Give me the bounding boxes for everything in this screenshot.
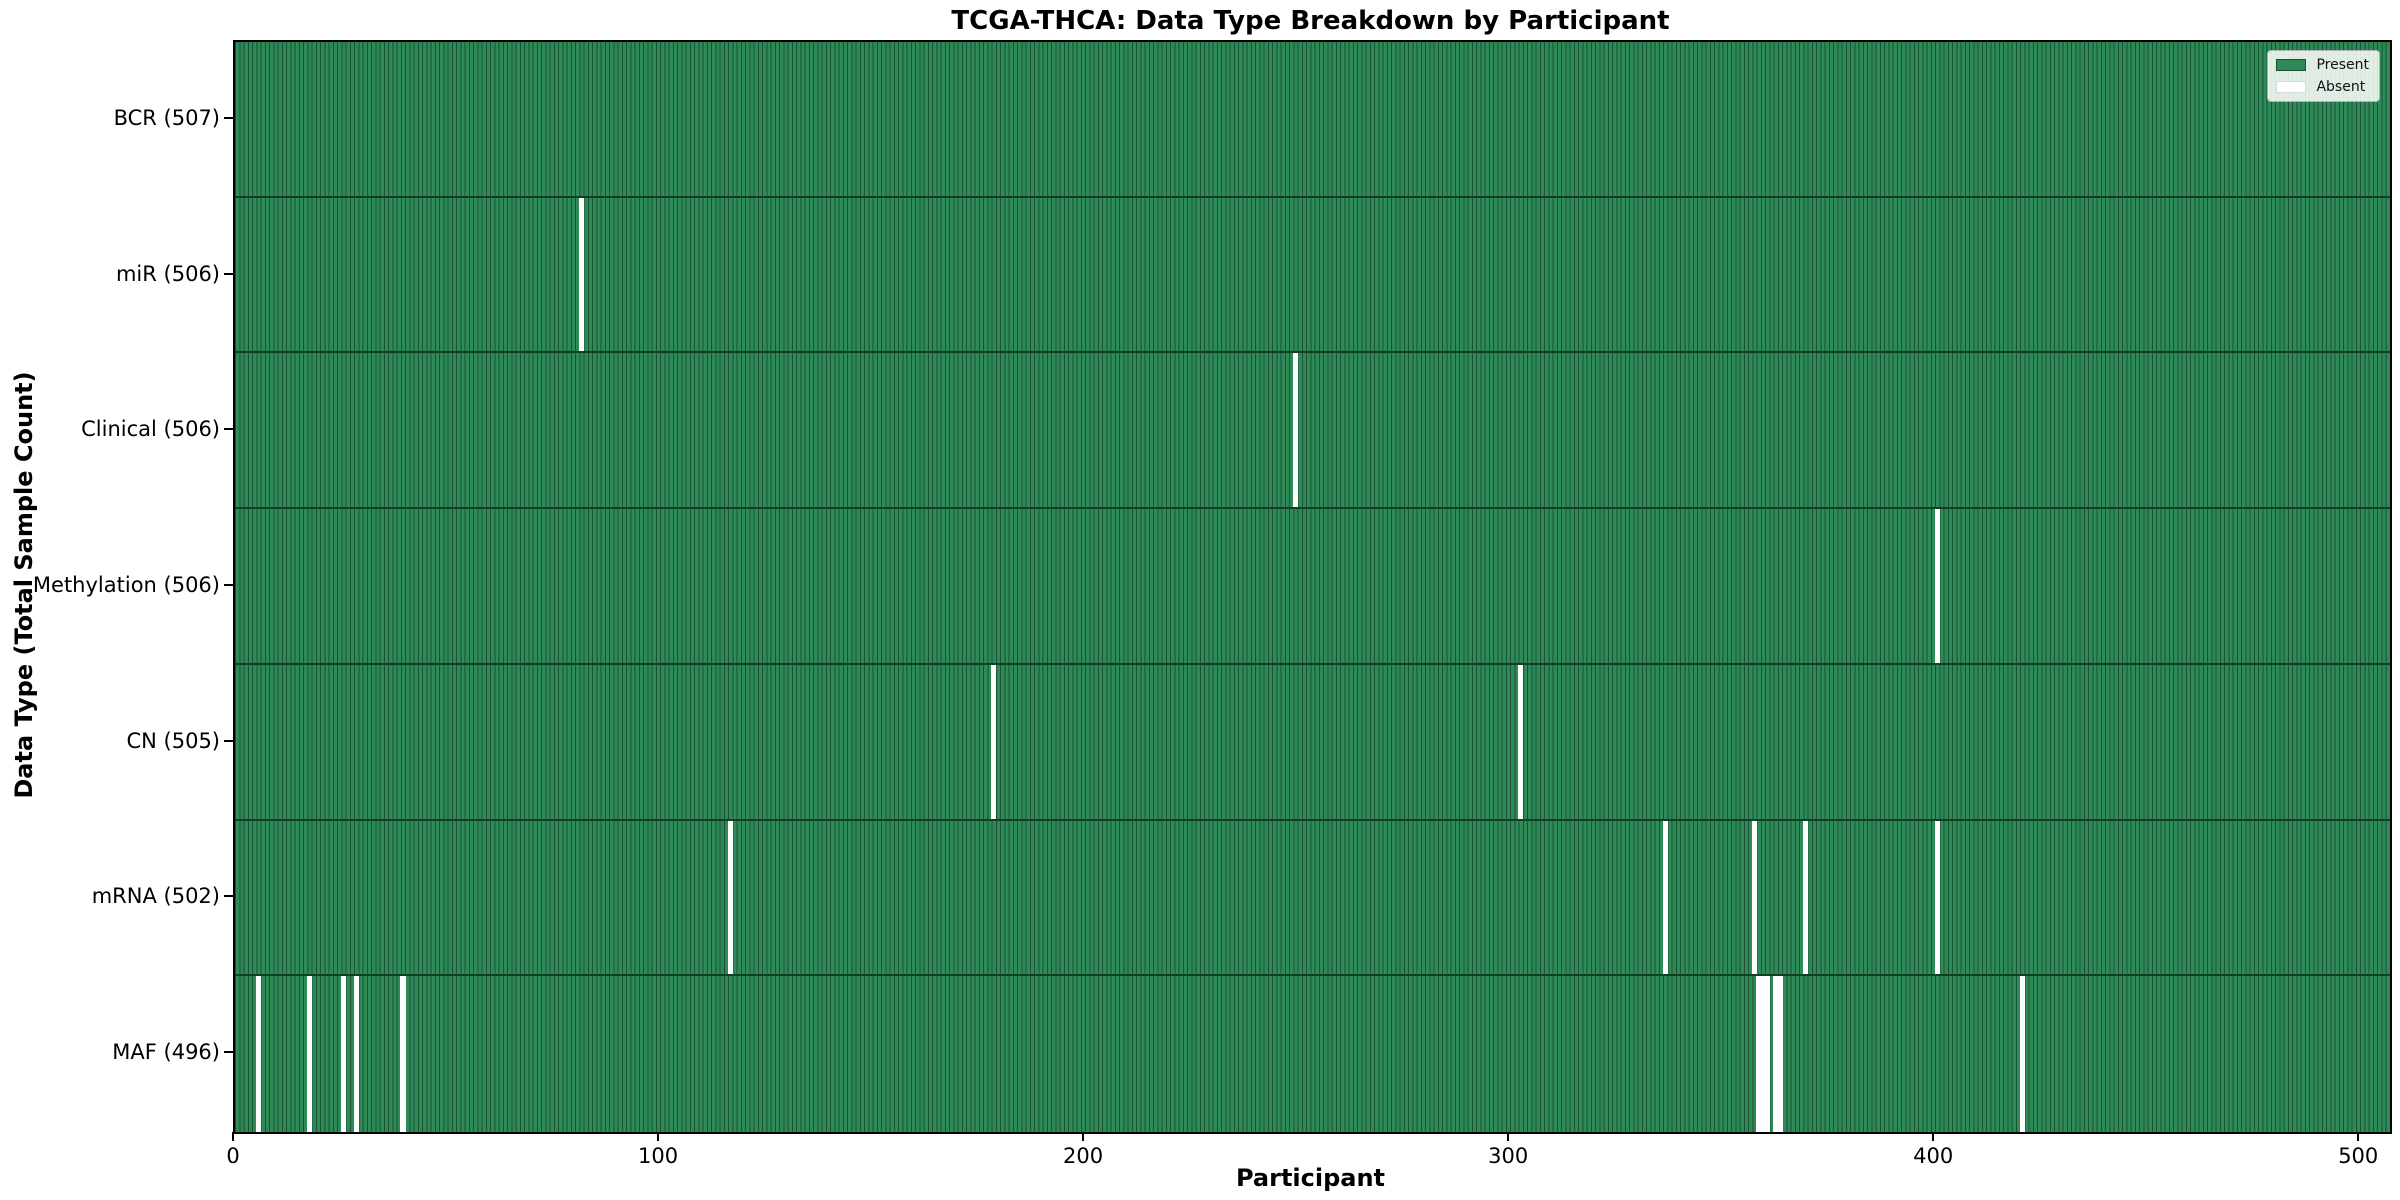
y-tick-mark xyxy=(224,116,233,119)
chart-title: TCGA-THCA: Data Type Breakdown by Partic… xyxy=(951,6,1670,36)
absent-marker xyxy=(991,664,997,819)
absent-marker xyxy=(578,197,585,352)
absent-marker xyxy=(1764,976,1770,1132)
x-tick-label: 100 xyxy=(638,1144,679,1168)
y-tick-label: BCR (507) xyxy=(113,105,220,130)
x-tick-mark xyxy=(657,1132,660,1141)
x-tick-mark xyxy=(2357,1132,2360,1141)
absent-marker xyxy=(400,976,406,1132)
absent-marker xyxy=(1760,976,1766,1132)
legend-present-swatch-icon xyxy=(2276,59,2307,71)
y-tick-mark xyxy=(224,584,233,586)
x-axis-label: Participant xyxy=(1235,1164,1386,1192)
x-tick-mark xyxy=(232,1132,234,1141)
heatmap-row-methylation xyxy=(235,509,2390,665)
y-tick-mark xyxy=(224,895,233,898)
absent-marker xyxy=(1292,353,1299,508)
y-tick-label: miR (506) xyxy=(115,261,220,286)
plot-area: Present Absent xyxy=(233,40,2392,1134)
y-tick-label: Methylation (506) xyxy=(32,573,220,597)
legend-present-label: Present xyxy=(2316,57,2369,73)
legend: Present Absent xyxy=(2267,50,2380,102)
absent-marker xyxy=(306,976,312,1132)
y-tick-label: MAF (496) xyxy=(112,1040,220,1065)
heatmap-row-mir xyxy=(235,197,2390,354)
x-tick-label: 300 xyxy=(1488,1144,1529,1168)
x-tick-label: 0 xyxy=(226,1144,240,1168)
y-tick-label: Clinical (506) xyxy=(81,417,220,442)
y-tick-mark xyxy=(224,428,233,431)
x-tick-label: 500 xyxy=(2338,1144,2379,1168)
x-tick-mark xyxy=(1932,1132,1935,1141)
absent-marker xyxy=(255,976,261,1132)
y-tick-label: CN (505) xyxy=(126,728,220,753)
legend-absent-label: Absent xyxy=(2316,79,2366,95)
heatmap-row-cn xyxy=(235,664,2390,821)
heatmap-row-bcr xyxy=(235,42,2390,198)
absent-marker xyxy=(1662,820,1668,975)
absent-marker xyxy=(1777,976,1783,1132)
absent-marker xyxy=(2019,976,2025,1132)
heatmap-row-mrna xyxy=(235,820,2390,977)
absent-marker xyxy=(1751,820,1758,975)
heatmap-row-maf xyxy=(235,976,2390,1132)
absent-marker xyxy=(1518,664,1524,819)
x-tick-mark xyxy=(1507,1132,1510,1141)
absent-marker xyxy=(340,976,346,1132)
y-tick-mark xyxy=(224,272,233,275)
absent-marker xyxy=(1773,976,1779,1132)
absent-marker xyxy=(1756,976,1762,1132)
legend-absent-swatch-icon xyxy=(2276,81,2307,93)
x-tick-label: 200 xyxy=(1063,1144,1104,1168)
absent-marker xyxy=(1802,820,1809,975)
absent-marker xyxy=(1934,509,1940,663)
legend-entry-present: Present xyxy=(2276,58,2369,72)
x-tick-mark xyxy=(1082,1132,1085,1141)
heatmap-row-clinical xyxy=(235,353,2390,510)
absent-marker xyxy=(1934,820,1940,975)
y-tick-mark xyxy=(224,1051,233,1054)
x-tick-label: 400 xyxy=(1913,1144,1954,1168)
absent-marker xyxy=(727,820,733,975)
absent-marker xyxy=(353,976,359,1132)
y-tick-label: mRNA (502) xyxy=(91,884,220,909)
legend-entry-absent: Absent xyxy=(2276,80,2369,94)
y-tick-mark xyxy=(224,739,233,742)
